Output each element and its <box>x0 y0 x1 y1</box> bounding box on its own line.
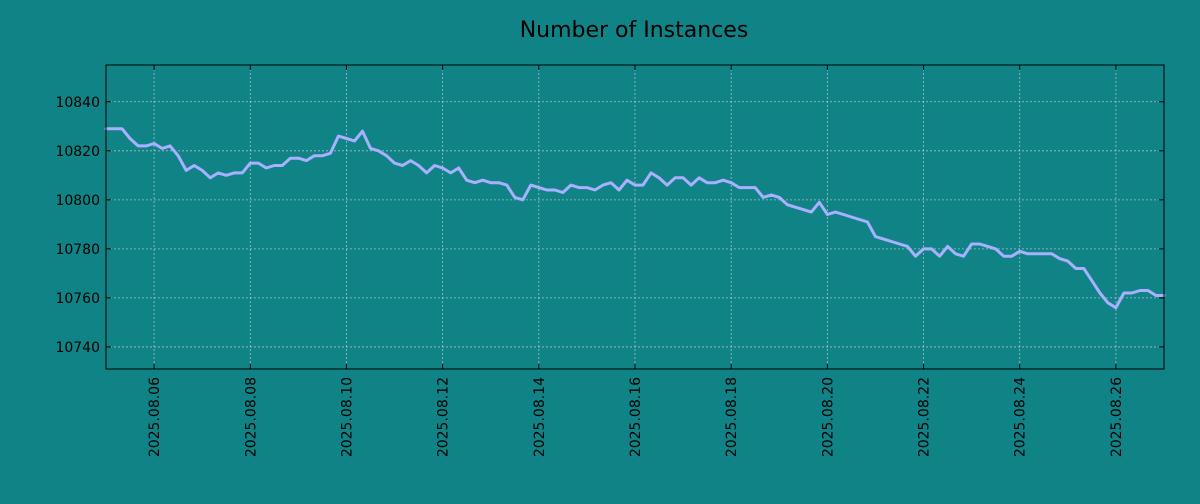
y-tick-labels: 10740 10760 10780 10800 10820 10840 <box>55 95 100 356</box>
x-tick-label: 2025.08.22 <box>917 377 933 457</box>
ticks <box>106 65 1164 369</box>
series-layer <box>104 127 1166 310</box>
x-tick-label: 2025.08.26 <box>1109 377 1125 457</box>
chart-title: Number of Instances <box>520 18 749 43</box>
x-tick-label: 2025.08.14 <box>532 377 548 457</box>
series-line <box>104 127 1166 310</box>
x-tick-label: 2025.08.08 <box>243 377 259 457</box>
x-tick-label: 2025.08.18 <box>724 377 740 457</box>
x-tick-label: 2025.08.10 <box>339 377 355 457</box>
x-tick-labels: 2025.08.06 2025.08.08 2025.08.10 2025.08.12… <box>147 377 1125 457</box>
x-tick-label: 2025.08.24 <box>1013 377 1029 457</box>
y-tick-label: 10820 <box>55 144 100 160</box>
y-tick-label: 10740 <box>55 340 100 356</box>
x-tick-label: 2025.08.16 <box>628 377 644 457</box>
y-tick-label: 10760 <box>55 291 100 307</box>
y-tick-label: 10840 <box>55 95 100 111</box>
y-tick-label: 10780 <box>55 242 100 258</box>
x-tick-label: 2025.08.06 <box>147 377 163 457</box>
y-tick-label: 10800 <box>55 193 100 209</box>
grid-lines <box>106 65 1164 369</box>
x-tick-label: 2025.08.20 <box>820 377 836 457</box>
x-tick-label: 2025.08.12 <box>436 377 452 457</box>
